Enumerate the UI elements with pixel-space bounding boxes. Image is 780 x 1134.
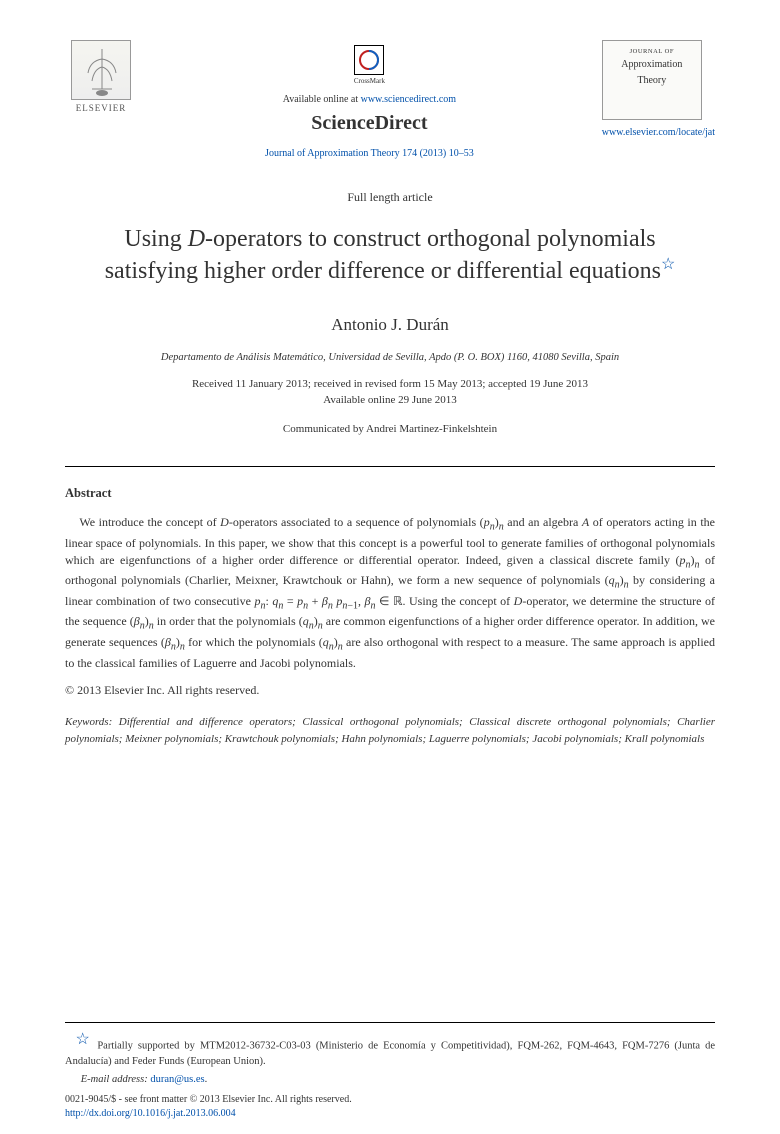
funding-footnote: ☆ Partially supported by MTM2012-36732-C…	[65, 1029, 715, 1069]
locate-link[interactable]: www.elsevier.com/locate/jat	[602, 126, 715, 140]
dates-line-2: Available online 29 June 2013	[65, 393, 715, 408]
page-container: ELSEVIER CrossMark Available online at w…	[0, 0, 780, 777]
journal-box-name-1: Approximation	[607, 58, 697, 72]
article-type: Full length article	[65, 189, 715, 206]
abstract-heading: Abstract	[65, 485, 715, 503]
sciencedirect-url[interactable]: www.sciencedirect.com	[361, 94, 456, 105]
footnote-star-icon: ☆	[76, 1031, 93, 1048]
footnotes-block: ☆ Partially supported by MTM2012-36732-C…	[65, 1022, 715, 1088]
communicated-by: Communicated by Andrei Martinez-Finkelsh…	[65, 422, 715, 437]
elsevier-tree-icon	[71, 40, 131, 100]
header-center: CrossMark Available online at www.scienc…	[137, 40, 602, 161]
abstract-body: We introduce the concept of D-operators …	[65, 514, 715, 672]
sciencedirect-logo: ScienceDirect	[137, 109, 602, 137]
journal-cover-box: JOURNAL OF Approximation Theory	[602, 40, 702, 120]
crossmark-label: CrossMark	[137, 77, 602, 87]
keywords-label: Keywords:	[65, 716, 112, 728]
keywords-text: Differential and difference operators; C…	[65, 716, 715, 745]
title-text: Using D-operators to construct orthogona…	[105, 226, 661, 284]
article-title: Using D-operators to construct orthogona…	[65, 224, 715, 287]
available-online-prefix: Available online at	[283, 94, 361, 105]
funding-text: Partially supported by MTM2012-36732-C03…	[65, 1041, 715, 1067]
dates-line-1: Received 11 January 2013; received in re…	[65, 377, 715, 392]
front-matter-line: 0021-9045/$ - see front matter © 2013 El…	[65, 1093, 715, 1107]
abstract-copyright: © 2013 Elsevier Inc. All rights reserved…	[65, 682, 715, 699]
crossmark-icon[interactable]	[354, 45, 384, 75]
available-online: Available online at www.sciencedirect.co…	[137, 93, 602, 107]
doi-link[interactable]: http://dx.doi.org/10.1016/j.jat.2013.06.…	[65, 1108, 236, 1119]
elsevier-label: ELSEVIER	[65, 102, 137, 115]
bottom-matter: 0021-9045/$ - see front matter © 2013 El…	[65, 1093, 715, 1120]
elsevier-logo-block: ELSEVIER	[65, 40, 137, 115]
horizontal-rule	[65, 466, 715, 467]
author-name: Antonio J. Durán	[65, 313, 715, 337]
journal-box-column: JOURNAL OF Approximation Theory www.else…	[602, 40, 715, 140]
header-row: ELSEVIER CrossMark Available online at w…	[65, 40, 715, 161]
journal-citation[interactable]: Journal of Approximation Theory 174 (201…	[137, 147, 602, 161]
author-affiliation: Departamento de Análisis Matemático, Uni…	[65, 351, 715, 366]
title-footnote-star[interactable]: ☆	[661, 256, 675, 273]
email-label: E-mail address:	[81, 1074, 148, 1085]
journal-box-name-2: Theory	[607, 74, 697, 88]
journal-box-small: JOURNAL OF	[607, 47, 697, 56]
email-footnote: E-mail address: duran@us.es.	[65, 1073, 715, 1088]
keywords-block: Keywords: Differential and difference op…	[65, 714, 715, 747]
author-email[interactable]: duran@us.es	[150, 1074, 204, 1085]
article-dates: Received 11 January 2013; received in re…	[65, 377, 715, 408]
